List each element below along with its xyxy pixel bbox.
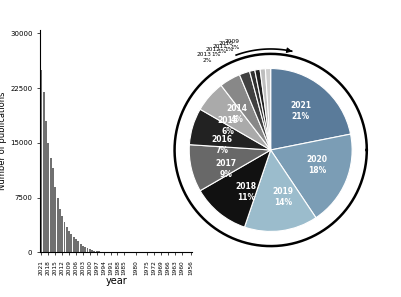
Bar — [82, 246, 84, 252]
Text: 2009
1%: 2009 1% — [225, 39, 240, 50]
Wedge shape — [245, 150, 316, 231]
Bar — [66, 227, 68, 252]
Y-axis label: Number of publications: Number of publications — [0, 92, 7, 190]
Bar — [96, 251, 98, 252]
Bar — [71, 234, 73, 252]
Bar — [93, 251, 95, 252]
Wedge shape — [260, 69, 271, 150]
Wedge shape — [271, 134, 352, 218]
Bar — [50, 157, 52, 252]
Wedge shape — [200, 150, 271, 227]
Text: 2012
1%: 2012 1% — [206, 47, 221, 57]
Bar — [68, 230, 70, 252]
Text: 2010
1%: 2010 1% — [219, 41, 233, 52]
Bar — [84, 247, 86, 252]
Text: 2017
9%: 2017 9% — [215, 159, 236, 179]
Wedge shape — [189, 145, 271, 191]
Text: 2013
2%: 2013 2% — [197, 52, 212, 63]
Bar — [91, 250, 93, 252]
Text: 2011
1%: 2011 1% — [212, 44, 227, 54]
Wedge shape — [221, 75, 271, 150]
Wedge shape — [255, 69, 271, 150]
Bar — [52, 168, 54, 252]
Bar — [87, 248, 89, 252]
Bar — [89, 249, 91, 252]
Bar — [45, 121, 47, 252]
Bar — [73, 237, 75, 252]
Bar — [43, 92, 45, 252]
Bar — [75, 239, 77, 252]
Bar — [57, 198, 59, 252]
Text: 2016
7%: 2016 7% — [211, 135, 233, 155]
Bar — [80, 244, 81, 252]
Bar — [59, 208, 61, 252]
Bar — [54, 187, 56, 252]
Bar — [61, 216, 63, 252]
Wedge shape — [189, 109, 271, 150]
Bar — [98, 251, 100, 252]
X-axis label: year: year — [105, 277, 127, 287]
Wedge shape — [200, 85, 271, 150]
Wedge shape — [271, 69, 350, 150]
Text: 2020
18%: 2020 18% — [307, 155, 328, 175]
Text: 2018
11%: 2018 11% — [235, 182, 256, 202]
Bar — [63, 222, 65, 252]
Text: 2015
6%: 2015 6% — [217, 116, 238, 137]
Bar — [47, 143, 49, 252]
Wedge shape — [239, 71, 271, 150]
Wedge shape — [265, 69, 271, 150]
Text: 2019
14%: 2019 14% — [272, 187, 293, 207]
Bar — [41, 70, 43, 252]
Wedge shape — [249, 70, 271, 150]
Text: 2014
4%: 2014 4% — [227, 104, 248, 124]
Bar — [77, 241, 79, 252]
Text: 2021
21%: 2021 21% — [290, 101, 311, 121]
